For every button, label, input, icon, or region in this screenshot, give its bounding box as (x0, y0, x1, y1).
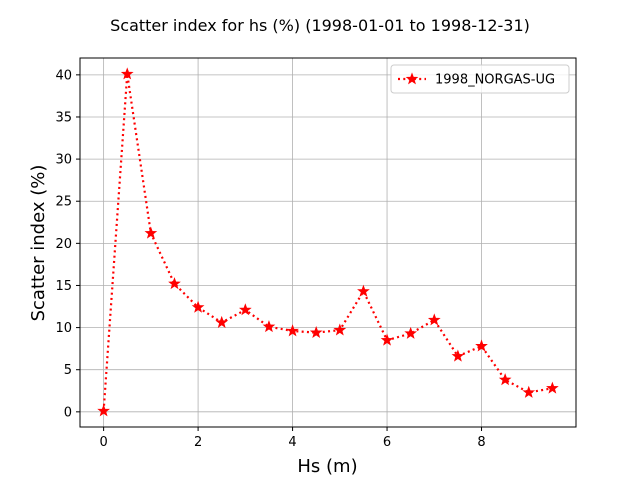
data-point (262, 320, 276, 333)
series-layer (97, 67, 559, 417)
x-tick-label: 8 (477, 435, 485, 450)
data-point (215, 315, 229, 328)
data-point (404, 326, 418, 339)
x-axis-label: Hs (m) (297, 456, 357, 477)
legend-marker (405, 72, 419, 85)
y-tick-label: 5 (64, 363, 72, 378)
y-tick-label: 0 (64, 405, 72, 420)
y-tick-label: 10 (55, 321, 72, 336)
y-tick-label: 25 (55, 195, 72, 210)
legend: 1998_NORGAS-UG (390, 64, 570, 94)
data-point (475, 339, 488, 352)
data-point (522, 385, 536, 398)
y-axis-label: Scatter index (%) (28, 165, 49, 322)
data-point (191, 300, 205, 313)
x-tick-label: 4 (288, 435, 296, 450)
data-point (309, 325, 323, 339)
x-tick-label: 6 (383, 435, 391, 450)
data-point (357, 284, 370, 297)
y-tick-label: 30 (55, 153, 72, 168)
data-point (238, 303, 252, 316)
grid-layer (80, 58, 576, 427)
y-tick-label: 40 (55, 68, 72, 83)
data-point (144, 226, 158, 239)
y-tick-label: 20 (55, 237, 72, 252)
plot-frame (79, 57, 577, 428)
y-tick-label: 35 (55, 110, 72, 125)
data-point (546, 381, 559, 394)
data-point (451, 349, 465, 362)
data-point (97, 404, 110, 417)
series-line (102, 73, 553, 412)
data-point (498, 373, 512, 386)
y-tick-label: 15 (55, 279, 72, 294)
data-point (168, 277, 181, 290)
legend-label: 1998_NORGAS-UG (435, 73, 555, 88)
x-tick-label: 0 (99, 435, 107, 450)
data-point (380, 333, 394, 346)
x-tick-label: 2 (194, 435, 202, 450)
legend-box (390, 64, 570, 94)
data-point (333, 323, 347, 336)
chart-title: Scatter index for hs (%) (1998-01-01 to … (110, 16, 530, 35)
axes-layer: 0 2 4 6 8 0 5 10 15 20 25 30 35 40 (55, 57, 577, 450)
data-point (120, 67, 134, 80)
data-point (427, 313, 441, 326)
data-point (286, 324, 299, 337)
